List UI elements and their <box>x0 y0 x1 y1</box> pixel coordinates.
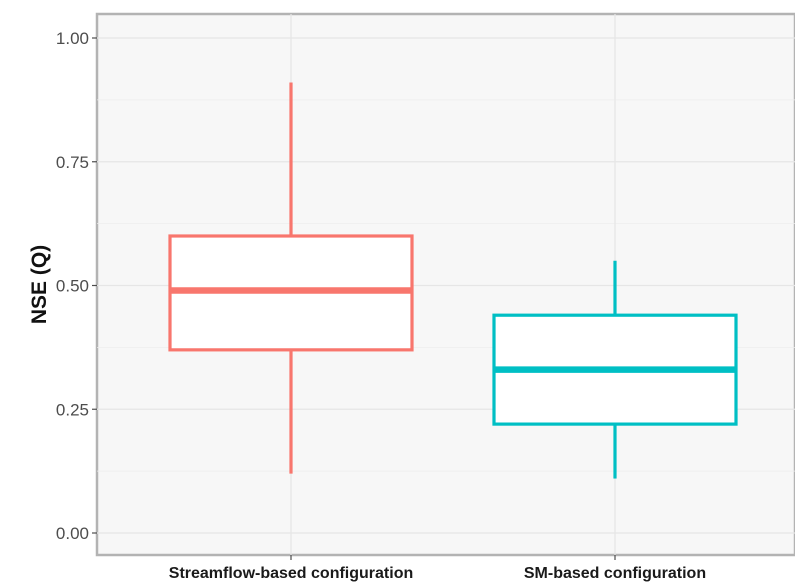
y-tick-label: 0.75 <box>56 153 89 172</box>
y-axis-ticks: 0.00 0.25 0.50 0.75 1.00 <box>56 29 97 543</box>
box-2 <box>492 260 738 479</box>
y-tick-label: 0.00 <box>56 524 89 543</box>
boxes <box>168 82 738 479</box>
y-axis-title: NSE (Q) <box>28 245 51 324</box>
y-tick-label: 0.25 <box>56 400 89 419</box>
x-tick-label: SM-based configuration <box>524 565 706 582</box>
box-1 <box>168 82 414 474</box>
x-tick-label: Streamflow-based configuration <box>169 565 413 582</box>
y-tick-label: 0.50 <box>56 277 89 296</box>
x-axis-labels: Streamflow-based configuration SM-based c… <box>169 555 706 582</box>
y-tick-label: 1.00 <box>56 29 89 48</box>
